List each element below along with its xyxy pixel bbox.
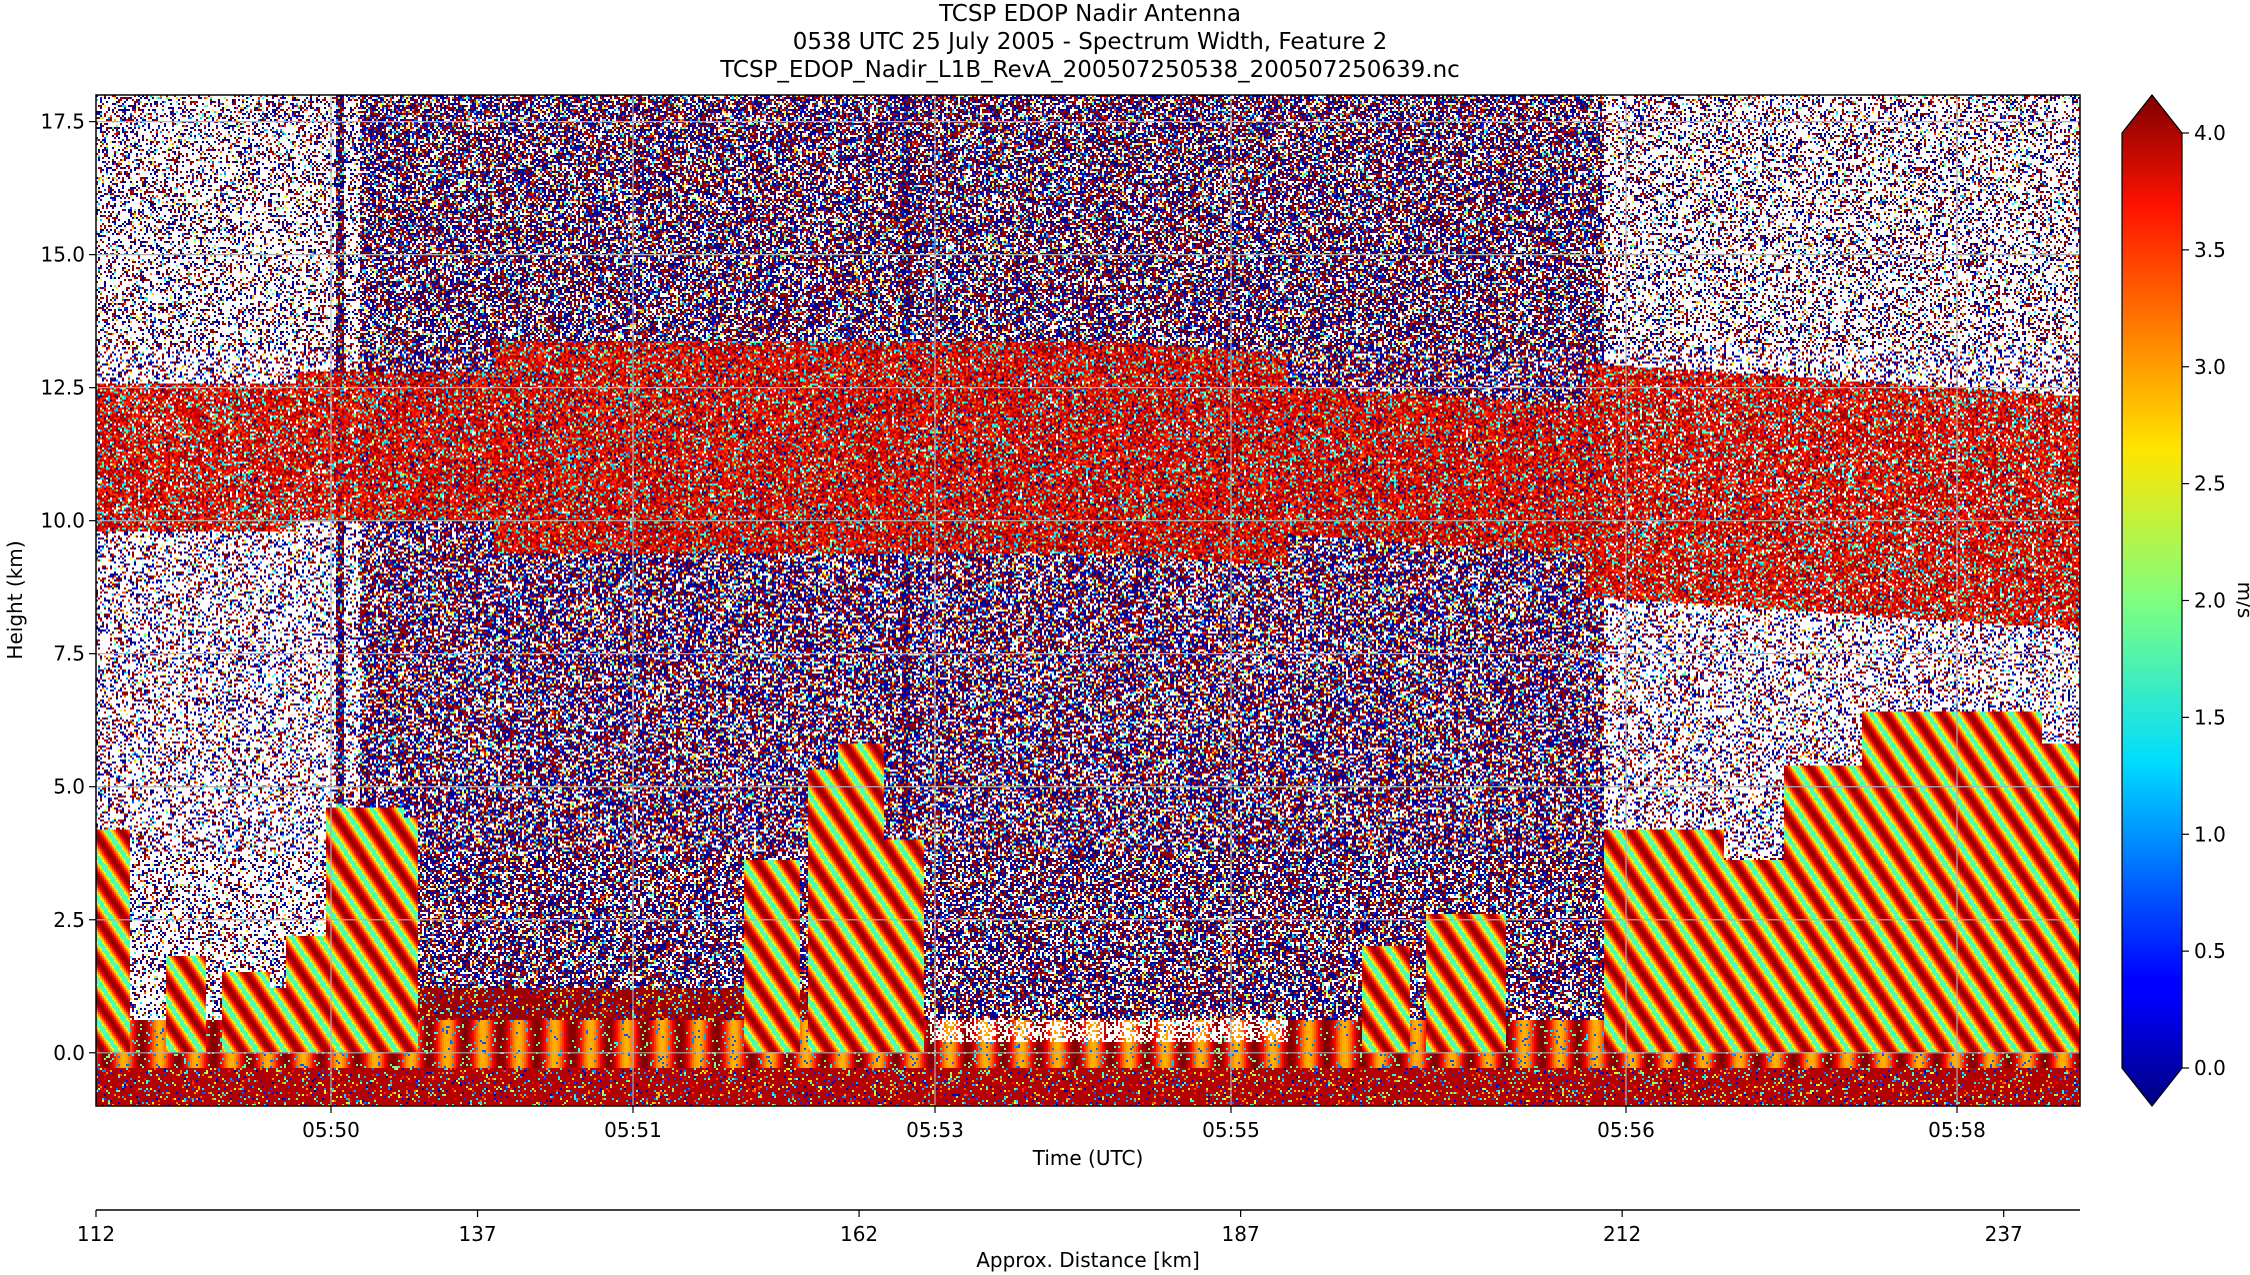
x-tick-label: 05:58 <box>1928 1118 1986 1142</box>
colorbar-label: m/s <box>2233 582 2250 619</box>
spectrum-width-raster <box>96 95 2080 1106</box>
y-tick-label: 15.0 <box>40 243 85 267</box>
y-tick-label: 5.0 <box>53 775 85 799</box>
x-tick-label: 05:51 <box>604 1118 662 1142</box>
chart-title: TCSP EDOP Nadir Antenna <box>939 1 1241 27</box>
colorbar-tick-label: 0.5 <box>2194 939 2226 963</box>
colorbar-tick-label: 4.0 <box>2194 121 2226 145</box>
distance-axis-label: Approx. Distance [km] <box>976 1248 1200 1272</box>
distance-tick-label: 237 <box>1985 1222 2023 1246</box>
grid-lines <box>96 95 2080 1106</box>
plot-frame <box>95 94 2081 1107</box>
colorbar-tick-label: 1.0 <box>2194 822 2226 846</box>
distance-tick-label: 112 <box>77 1222 115 1246</box>
x-axis: 05:50 05:51 05:53 05:55 05:56 05:58 <box>302 1106 1986 1142</box>
chart-filename: TCSP_EDOP_Nadir_L1B_RevA_200507250538_20… <box>720 57 1460 83</box>
x-tick-label: 05:55 <box>1202 1118 1260 1142</box>
x-tick-label: 05:53 <box>906 1118 964 1142</box>
colorbar-tick-label: 3.0 <box>2194 355 2226 379</box>
colorbar-tick-label: 2.0 <box>2194 589 2226 613</box>
x-axis-label: Time (UTC) <box>1032 1146 1144 1170</box>
spectrum-width-field <box>96 95 2080 1106</box>
y-tick-label: 7.5 <box>53 642 85 666</box>
y-tick-label: 2.5 <box>53 908 85 932</box>
chart-subtitle: 0538 UTC 25 July 2005 - Spectrum Width, … <box>792 29 1388 55</box>
colorbar-ticks: 0.0 0.5 1.0 1.5 2.0 2.5 3.0 3.5 4.0 <box>2182 121 2226 1080</box>
y-tick-label: 12.5 <box>40 376 85 400</box>
x-tick-label: 05:50 <box>302 1118 360 1142</box>
y-axis-label: Height (km) <box>3 540 27 659</box>
y-tick-label: 0.0 <box>53 1041 85 1065</box>
y-tick-label: 17.5 <box>40 110 85 134</box>
distance-tick-label: 137 <box>458 1222 496 1246</box>
colorbar-tick-label: 2.5 <box>2194 472 2226 496</box>
colorbar <box>2121 94 2183 1107</box>
y-tick-label: 10.0 <box>40 509 85 533</box>
colorbar-tick-label: 0.0 <box>2194 1056 2226 1080</box>
distance-tick-label: 212 <box>1603 1222 1641 1246</box>
distance-tick-label: 187 <box>1222 1222 1260 1246</box>
y-axis: 0.0 2.5 5.0 7.5 10.0 12.5 15.0 17.5 <box>40 110 96 1065</box>
colorbar-tick-label: 3.5 <box>2194 238 2226 262</box>
colorbar-gradient <box>2121 94 2183 1107</box>
distance-tick-label: 162 <box>840 1222 878 1246</box>
x-tick-label: 05:56 <box>1597 1118 1655 1142</box>
colorbar-tick-label: 1.5 <box>2194 705 2226 729</box>
distance-axis: 112 137 162 187 212 237 <box>77 1209 2080 1246</box>
